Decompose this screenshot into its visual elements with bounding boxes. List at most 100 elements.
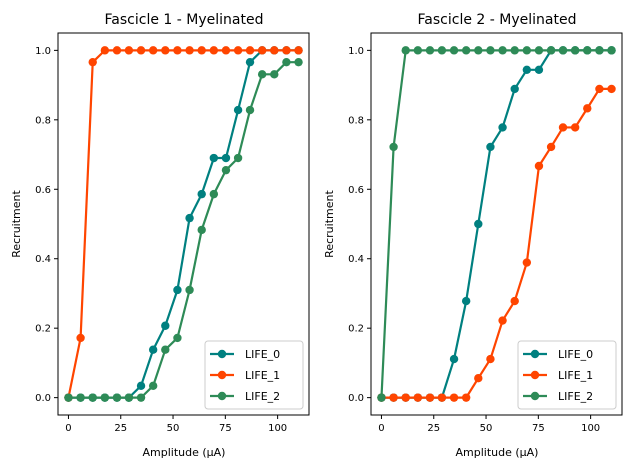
data-point-life_2 [510,46,519,55]
data-point-life_1 [474,373,483,383]
data-point-life_2 [112,393,122,402]
data-point-life_0 [148,345,158,354]
data-point-life_2 [64,393,73,402]
x-tick-label: 0 [65,423,71,434]
panel-2-ylabel: Recruitment [323,190,336,258]
data-point-life_2 [570,46,580,55]
data-point-life_2 [294,57,303,67]
data-point-life_1 [294,46,303,55]
data-point-life_2 [558,46,568,55]
data-point-life_2 [233,153,243,163]
panel-1-legend-box [204,340,304,410]
data-point-life_2 [173,333,182,343]
data-point-life_1 [124,46,134,55]
y-tick-label: 0.8 [348,115,364,126]
data-point-life_1 [461,393,471,402]
data-point-life_0 [449,354,459,364]
data-point-life_2 [425,46,435,55]
data-point-life_2 [245,105,255,115]
data-point-life_2 [607,46,616,55]
data-point-life_1 [570,123,580,132]
panel-1-legend-label-life0: LIFE_0 [245,348,280,361]
data-point-life_1 [257,46,267,55]
data-point-life_2 [486,46,495,55]
y-tick-label: 1.0 [35,46,51,57]
data-point-life_1 [100,46,110,55]
legend-marker-life_2 [217,391,227,401]
x-tick-label: 25 [427,423,440,434]
panel-1: Fascicle 1 - Myelinated Amplitude (µA) R… [10,12,310,459]
panel-2: Fascicle 2 - Myelinated Amplitude (µA) R… [323,12,623,459]
data-point-life_1 [173,46,182,55]
data-point-life_2 [88,393,97,402]
data-point-life_0 [233,105,243,115]
panel-1-legend-marks [210,349,234,401]
data-point-life_1 [510,296,519,306]
data-point-life_2 [161,345,170,354]
data-point-life_1 [245,46,255,55]
data-point-life_2 [377,393,386,402]
panel-1-title: Fascicle 1 - Myelinated [105,12,264,28]
x-tick-label: 100 [268,423,287,434]
x-tick-label: 75 [532,423,545,434]
data-point-life_2 [124,393,134,402]
legend-marker-life_0 [530,349,540,359]
data-point-life_1 [161,46,170,55]
panel-2-xlabel: Amplitude (µA) [456,446,539,459]
y-tick-label: 0.0 [348,393,364,404]
panel-1-ylabel: Recruitment [10,190,23,258]
y-tick-label: 0.0 [35,393,51,404]
legend-marker-life_0 [217,349,227,359]
y-tick-label: 0.6 [35,185,51,196]
legend-marker-life_1 [217,370,227,380]
y-tick-label: 1.0 [348,46,364,57]
x-tick-label: 50 [480,423,493,434]
data-point-life_2 [474,46,483,55]
panel-1-legend-label-life2: LIFE_2 [245,390,280,403]
panel-2-legend-label-life1: LIFE_1 [558,369,593,382]
data-point-life_2 [413,46,423,55]
data-point-life_1 [233,46,243,55]
data-point-life_0 [173,285,182,295]
panel-1-xlabel: Amplitude (µA) [143,446,226,459]
panel-1-series [64,46,303,402]
panel-2-legend-marks [523,349,547,401]
data-point-life_1 [449,393,459,402]
panel-1-ticks: 0 25 50 75 100 0.0 0.2 0.4 0.6 0.8 1.0 [35,46,287,434]
data-point-life_1 [148,46,158,55]
data-point-life_2 [389,142,398,152]
data-point-life_0 [161,321,170,330]
data-point-life_0 [245,57,255,67]
data-point-life_2 [197,225,206,235]
y-tick-label: 0.8 [35,115,51,126]
data-point-life_2 [136,393,146,402]
legend-marker-life_1 [530,370,540,380]
x-tick-label: 25 [114,423,127,434]
data-point-life_1 [401,393,410,402]
data-point-life_2 [257,70,267,79]
panel-2-legend-label-life0: LIFE_0 [558,348,593,361]
data-point-life_2 [282,57,291,67]
x-tick-label: 0 [378,423,384,434]
panel-2-ticks: 0 25 50 75 100 0.0 0.2 0.4 0.6 0.8 1.0 [348,46,600,434]
data-point-life_1 [136,46,146,55]
data-point-life_1 [209,46,219,55]
data-point-life_2 [534,46,544,55]
data-point-life_1 [270,46,279,55]
data-point-life_1 [413,393,423,402]
panel-1-legend-label-life1: LIFE_1 [245,369,280,382]
y-tick-label: 0.4 [348,254,364,265]
data-point-life_2 [100,393,110,402]
data-point-life_2 [401,46,410,55]
y-tick-label: 0.4 [35,254,51,265]
data-point-life_1 [546,142,556,152]
y-tick-label: 0.6 [348,185,364,196]
y-tick-label: 0.2 [35,324,51,335]
data-point-life_1 [282,46,291,55]
x-tick-label: 100 [581,423,600,434]
data-point-life_1 [522,258,532,267]
data-point-life_2 [583,46,592,55]
panel-2-title: Fascicle 2 - Myelinated [418,12,577,28]
x-tick-label: 75 [219,423,232,434]
